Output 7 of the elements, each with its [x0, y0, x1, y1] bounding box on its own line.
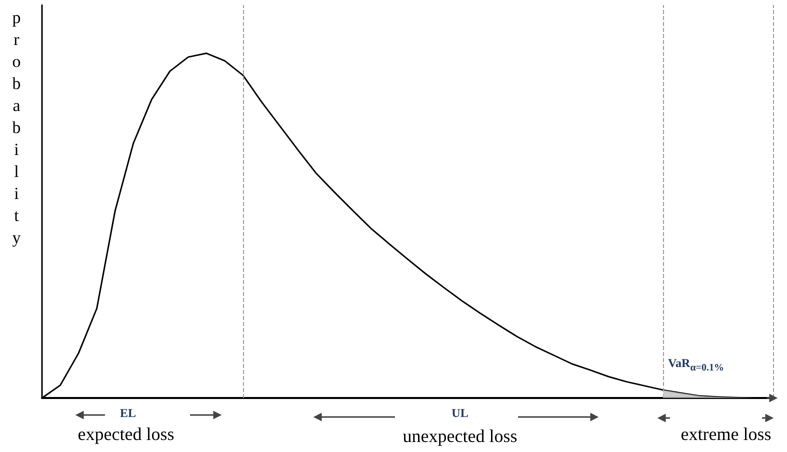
- annotation: VaR$_{α=0.1%}$: [668, 356, 724, 374]
- text: expected loss: [78, 424, 174, 445]
- text: UL: [452, 406, 468, 421]
- text: extreme loss: [680, 424, 772, 445]
- text: unexpected loss: [402, 426, 518, 447]
- text: EL: [120, 406, 136, 421]
- y-axis-title: probability: [6, 8, 26, 250]
